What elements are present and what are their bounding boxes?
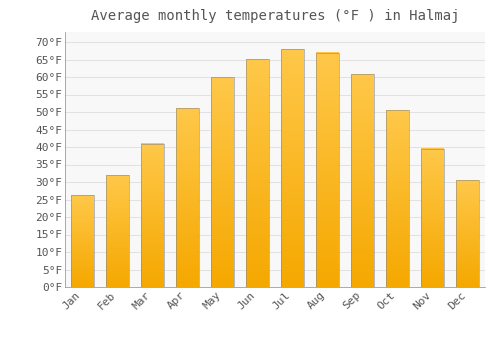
Bar (71, 195, 94, 287)
Bar (456, 180, 479, 287)
Title: Average monthly temperatures (°F ) in Halmaj: Average monthly temperatures (°F ) in Ha… (91, 9, 459, 23)
Bar (316, 53, 339, 287)
Bar (421, 149, 444, 287)
Bar (141, 144, 164, 287)
Bar (281, 49, 304, 287)
Bar (106, 175, 129, 287)
Bar (176, 108, 199, 287)
Bar (351, 74, 374, 287)
Bar (386, 110, 409, 287)
Bar (211, 77, 234, 287)
Bar (246, 59, 269, 287)
